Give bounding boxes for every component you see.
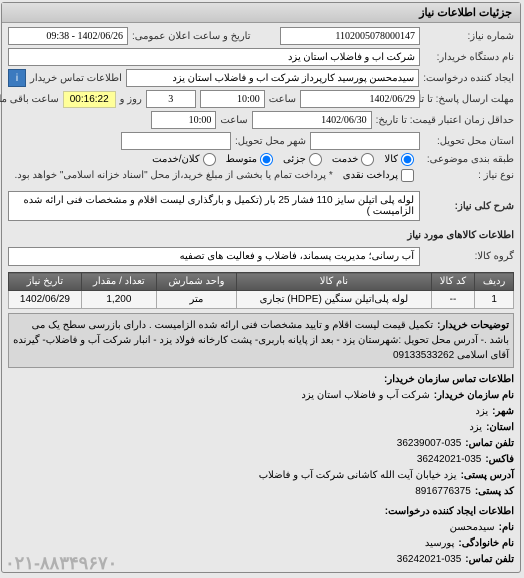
main-panel: جزئیات اطلاعات نیاز شماره نیاز: تاریخ و … bbox=[2, 2, 522, 573]
org-city: یزد bbox=[476, 404, 489, 420]
delivery-location-label: استان محل تحویل: bbox=[425, 136, 515, 147]
remaining-timer: 00:16:22 bbox=[64, 91, 117, 108]
response-date-input[interactable] bbox=[301, 90, 421, 108]
delivery-city-label: شهر محل تحویل: bbox=[236, 136, 307, 147]
goods-info-title: اطلاعات کالاهای مورد نیاز bbox=[3, 226, 521, 245]
panel-title: جزئیات اطلاعات نیاز bbox=[3, 3, 521, 23]
cell-index: 1 bbox=[476, 291, 515, 309]
delivery-city-input[interactable] bbox=[122, 132, 232, 150]
org-postal-label: کد پستی: bbox=[476, 484, 515, 500]
cell-code: -- bbox=[432, 291, 476, 309]
price-deadline-label: حداقل زمان اعتبار قیمت: تا تاریخ: bbox=[377, 115, 515, 126]
footer-phone: ۰۲۱-۸۸۳۴۹۶۷۰ bbox=[6, 553, 118, 574]
items-table-wrap: ردیف کد کالا نام کالا واحد شمارش تعداد /… bbox=[9, 272, 515, 309]
response-deadline-label: مهلت ارسال پاسخ: تا تاریخ: bbox=[425, 94, 515, 105]
announce-date-input[interactable] bbox=[9, 27, 129, 45]
remaining-label: روز و bbox=[121, 94, 143, 105]
price-time-input[interactable] bbox=[152, 111, 217, 129]
org-fax-label: فاکس: bbox=[486, 452, 515, 468]
creator-phone: 36242021-035 bbox=[398, 552, 463, 568]
price-date-input[interactable] bbox=[253, 111, 373, 129]
checkbox-cash[interactable]: پرداخت نقدی bbox=[344, 169, 415, 182]
payment-label: نوع نیاز : bbox=[425, 170, 515, 181]
radio-partial[interactable]: جزئی bbox=[284, 153, 323, 166]
announce-label: تاریخ و ساعت اعلان عمومی: bbox=[133, 31, 252, 42]
delivery-province-input[interactable] bbox=[311, 132, 421, 150]
request-number-input[interactable] bbox=[281, 27, 421, 45]
goods-group[interactable]: آب رسانی؛ مدیریت پسماند، فاضلاب و فعالیت… bbox=[9, 247, 421, 266]
creator-name-label: نام: bbox=[500, 520, 515, 536]
goods-group-label: گروه کالا: bbox=[425, 251, 515, 262]
general-desc-label: شرح کلی نیاز: bbox=[425, 201, 515, 212]
radio-medium[interactable]: متوسط bbox=[227, 153, 274, 166]
cell-name: لوله پلی‌اتیلن سنگین (HDPE) تجاری bbox=[238, 291, 433, 309]
th-unit: واحد شمارش bbox=[157, 273, 237, 291]
org-addr-label: آدرس پستی: bbox=[462, 468, 515, 484]
items-table: ردیف کد کالا نام کالا واحد شمارش تعداد /… bbox=[9, 272, 515, 309]
contact-icon[interactable]: i bbox=[9, 69, 27, 87]
org-addr: یزد خیابان آیت الله کاشانی شرکت آب و فاض… bbox=[260, 468, 458, 484]
buyer-note-box: توضیحات خریدار: تکمیل قیمت لیست اقلام و … bbox=[9, 313, 515, 368]
radio-large[interactable]: کلان/خدمت bbox=[153, 153, 216, 166]
device-name-input[interactable] bbox=[9, 48, 421, 66]
org-info-title: اطلاعات تماس سازمان خریدار: bbox=[9, 372, 515, 388]
buyer-note-label: توضیحات خریدار: bbox=[438, 318, 510, 333]
org-name: شرکت آب و فاضلاب استان یزد bbox=[302, 388, 430, 404]
payment-note: * پرداخت تمام یا بخشی از مبلغ خرید،از مح… bbox=[9, 170, 334, 181]
time-label-1: ساعت bbox=[270, 94, 297, 105]
requester-label: ایجاد کننده درخواست: bbox=[424, 73, 515, 84]
org-fax: 36242021-035 bbox=[418, 452, 483, 468]
org-province-label: استان: bbox=[487, 420, 515, 436]
org-phone: 36239007-035 bbox=[398, 436, 463, 452]
buyer-note-text: تکمیل قیمت لیست اقلام و تایید مشخصات فنی… bbox=[14, 320, 510, 361]
request-number-label: شماره نیاز: bbox=[425, 31, 515, 42]
org-phone-label: تلفن تماس: bbox=[466, 436, 515, 452]
time-label-2: ساعت bbox=[221, 115, 248, 126]
radio-goods[interactable]: کالا bbox=[385, 153, 415, 166]
radio-service[interactable]: خدمت bbox=[333, 153, 376, 166]
org-info-block: اطلاعات تماس سازمان خریدار: نام سازمان خ… bbox=[9, 372, 515, 500]
device-name-label: نام دستگاه خریدار: bbox=[425, 52, 515, 63]
creator-name: سیدمحسن bbox=[451, 520, 496, 536]
cell-unit: متر bbox=[157, 291, 237, 309]
creator-phone-label: تلفن تماس: bbox=[466, 552, 515, 568]
th-name: نام کالا bbox=[238, 273, 433, 291]
contact-label: اطلاعات تماس خریدار bbox=[31, 73, 123, 84]
creator-family: پورسید bbox=[426, 536, 455, 552]
th-qty: تعداد / مقدار bbox=[82, 273, 157, 291]
group-class-label: طبقه بندی موضوعی: bbox=[425, 154, 515, 165]
cell-date: 1402/06/29 bbox=[10, 291, 83, 309]
table-header-row: ردیف کد کالا نام کالا واحد شمارش تعداد /… bbox=[10, 273, 515, 291]
org-province: یزد bbox=[470, 420, 483, 436]
general-desc[interactable]: لوله پلی اتیلن سایز 110 فشار 25 بار (تکم… bbox=[9, 191, 421, 221]
cell-qty: 1,200 bbox=[82, 291, 157, 309]
org-postal: 8916776375 bbox=[416, 484, 472, 500]
org-city-label: شهر: bbox=[493, 404, 515, 420]
response-time-input[interactable] bbox=[201, 90, 266, 108]
creator-info-title: اطلاعات ایجاد کننده درخواست: bbox=[9, 504, 515, 520]
remaining-suffix: ساعت باقی مانده bbox=[0, 94, 60, 105]
creator-family-label: نام خانوادگی: bbox=[459, 536, 515, 552]
th-date: تاریخ نیاز bbox=[10, 273, 83, 291]
form-section: شماره نیاز: تاریخ و ساعت اعلان عمومی: نا… bbox=[3, 23, 521, 189]
th-index: ردیف bbox=[476, 273, 515, 291]
requester-input[interactable] bbox=[127, 69, 420, 87]
table-row[interactable]: 1 -- لوله پلی‌اتیلن سنگین (HDPE) تجاری م… bbox=[10, 291, 515, 309]
org-name-label: نام سازمان خریدار: bbox=[435, 388, 515, 404]
remaining-days-input[interactable] bbox=[147, 90, 197, 108]
th-code: کد کالا bbox=[432, 273, 476, 291]
